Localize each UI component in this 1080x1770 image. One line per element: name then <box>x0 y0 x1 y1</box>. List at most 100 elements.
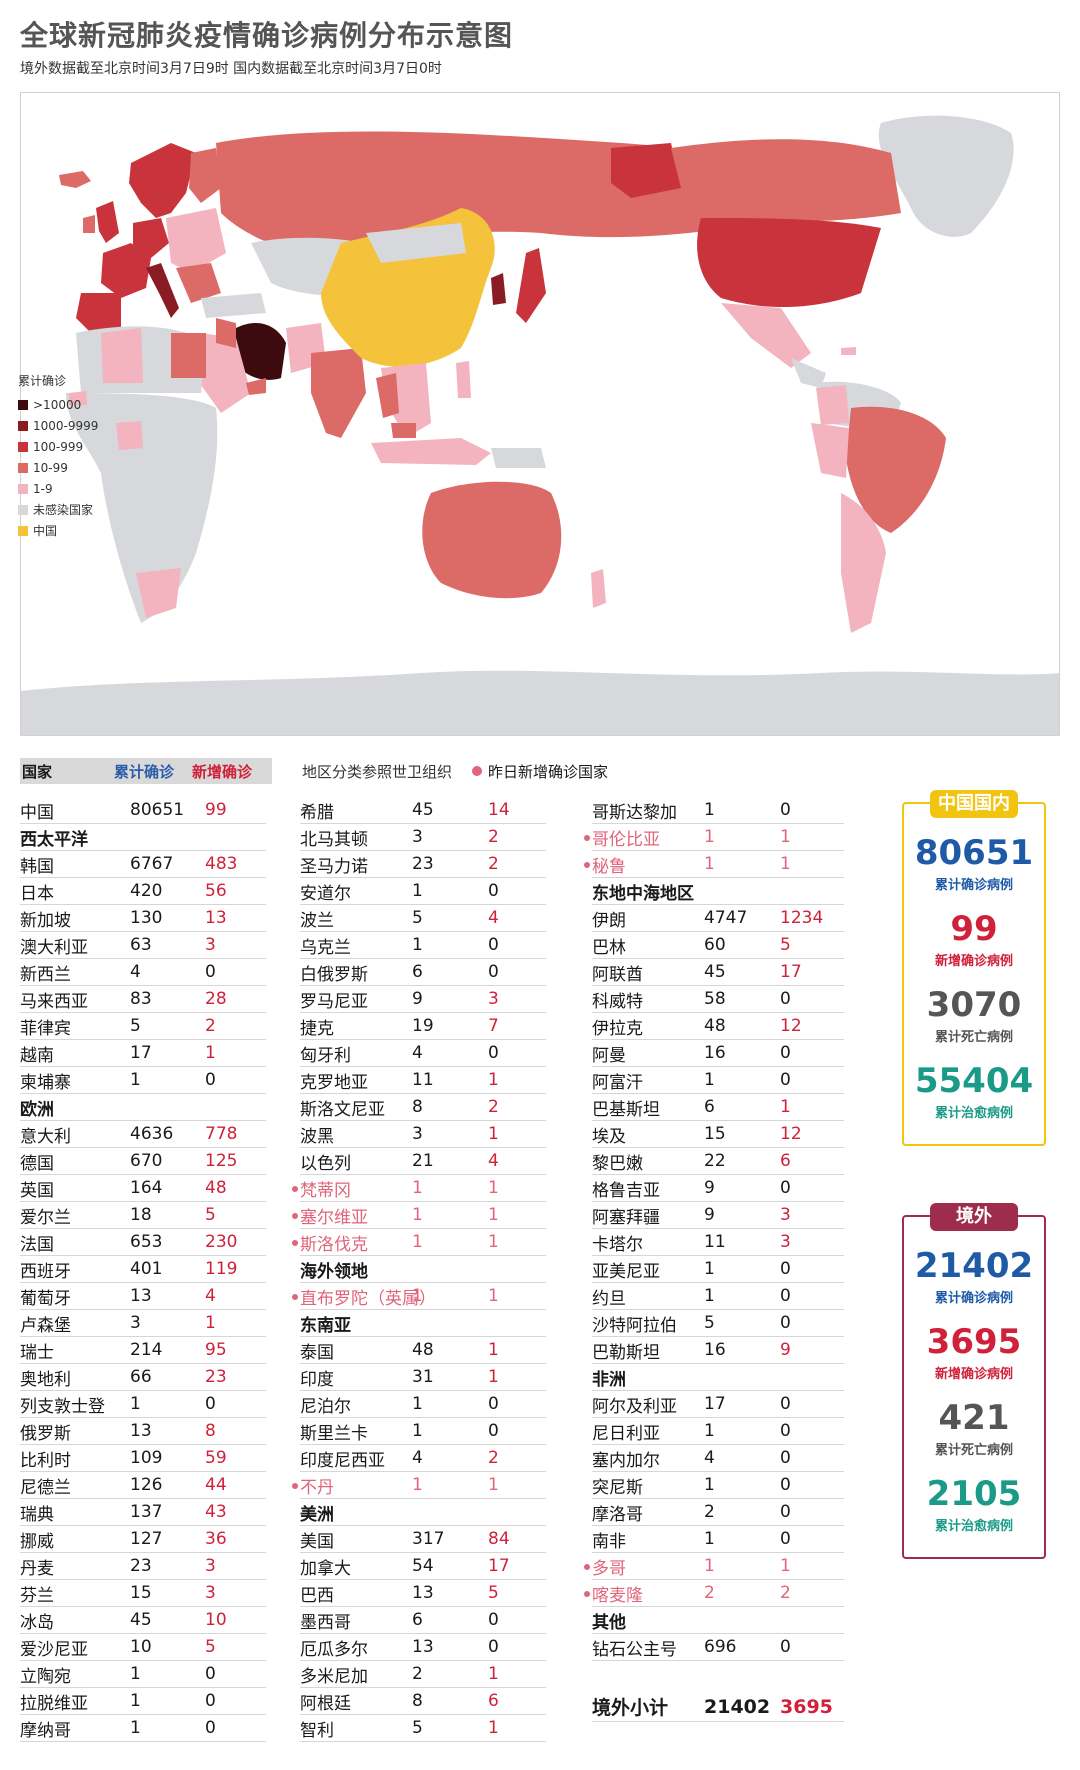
senegal <box>69 391 87 405</box>
world-map <box>20 92 1060 736</box>
country-total: 48 <box>704 1016 726 1036</box>
country-name: 尼德兰 <box>20 1477 71 1498</box>
legend-label: 10-99 <box>33 460 68 475</box>
country-name: 以色列 <box>300 1153 351 1174</box>
overseas-stats-box: 境外 21402 累计确诊病例 3695 新增确诊病例 421 累计死亡病例 2… <box>902 1203 1046 1559</box>
country-new: 5 <box>780 935 791 955</box>
country-name: 美国 <box>300 1531 334 1552</box>
country-name: 比利时 <box>20 1450 71 1471</box>
new-country-note: 昨日新增确诊国家 <box>488 762 609 781</box>
country-total: 23 <box>412 854 434 874</box>
philippines <box>456 361 471 398</box>
country-new: 17 <box>780 962 802 982</box>
table-row: 波黑 3 1 <box>300 1121 546 1148</box>
table-row: 瑞典 137 43 <box>20 1499 266 1526</box>
country-total: 63 <box>130 935 152 955</box>
table-row: 墨西哥 6 0 <box>300 1607 546 1634</box>
country-new: 1 <box>488 1232 499 1252</box>
country-name: 伊拉克 <box>592 1018 643 1039</box>
table-row: 哥斯达黎加 1 0 <box>592 797 844 824</box>
table-row: 智利 5 1 <box>300 1715 546 1742</box>
country-total: 1 <box>412 881 423 901</box>
brazil <box>846 406 946 533</box>
subtotal-new: 3695 <box>780 1695 833 1718</box>
table-row: 加拿大 54 17 <box>300 1553 546 1580</box>
header-new: 新增确诊 <box>192 762 253 781</box>
country-total: 401 <box>130 1259 163 1279</box>
country-total: 18 <box>130 1205 152 1225</box>
country-new: 483 <box>205 854 238 874</box>
new-country-dot-icon <box>292 1483 298 1489</box>
country-name: 阿尔及利亚 <box>592 1396 677 1417</box>
overseas-deaths-value: 421 <box>938 1398 1010 1438</box>
turkey <box>201 293 266 318</box>
country-total: 15 <box>130 1583 152 1603</box>
country-name: 韩国 <box>20 856 54 877</box>
country-new: 59 <box>205 1448 227 1468</box>
table-row: 科威特 58 0 <box>592 986 844 1013</box>
table-row: 新西兰 4 0 <box>20 959 266 986</box>
country-new: 10 <box>205 1610 227 1630</box>
country-new: 84 <box>488 1529 510 1549</box>
country-name: 泰国 <box>300 1342 334 1363</box>
country-total: 5 <box>130 1016 141 1036</box>
country-new: 0 <box>780 1286 791 1306</box>
country-total: 8 <box>412 1097 423 1117</box>
table-row: 美国 317 84 <box>300 1526 546 1553</box>
country-total: 10 <box>130 1637 152 1657</box>
country-new: 1 <box>488 1718 499 1738</box>
legend-swatch <box>18 462 28 473</box>
overseas-confirmed: 21402 累计确诊病例 <box>904 1247 1044 1306</box>
country-total: 1 <box>704 1529 715 1549</box>
table-row: 阿曼 16 0 <box>592 1040 844 1067</box>
table-row: 斯洛文尼亚 8 2 <box>300 1094 546 1121</box>
country-total: 1 <box>130 1691 141 1711</box>
country-new: 23 <box>205 1367 227 1387</box>
country-name: 阿根廷 <box>300 1693 351 1714</box>
country-name: 北马其顿 <box>300 829 368 850</box>
region-section-heading: 非洲 <box>592 1364 844 1391</box>
china-recovered-label: 累计治愈病例 <box>934 1106 1013 1121</box>
overseas-confirmed-value: 21402 <box>914 1246 1034 1286</box>
table-row: 印度尼西亚 4 2 <box>300 1445 546 1472</box>
legend-title: 累计确诊 <box>18 374 67 388</box>
country-new: 2 <box>488 854 499 874</box>
country-new: 0 <box>488 1043 499 1063</box>
colombia <box>816 385 849 425</box>
country-name: 钻石公主号 <box>592 1639 677 1660</box>
country-name: 墨西哥 <box>300 1612 351 1633</box>
country-name: 南非 <box>592 1531 626 1552</box>
country-total: 1 <box>412 935 423 955</box>
country-name: 塞尔维亚 <box>300 1207 368 1228</box>
country-total: 2 <box>412 1664 423 1684</box>
country-total: 13 <box>412 1583 434 1603</box>
thailand <box>376 373 399 418</box>
table-row: 直布罗陀（英属） 1 1 <box>292 1283 546 1310</box>
country-name: 意大利 <box>20 1126 71 1147</box>
overseas-confirmed-label: 累计确诊病例 <box>934 1291 1013 1306</box>
legend-swatch <box>18 525 28 536</box>
region-section-heading: 其他 <box>592 1607 844 1634</box>
png <box>491 448 546 468</box>
china-new: 99 新增确诊病例 <box>904 910 1044 969</box>
table-column-2: 希腊 45 14 北马其顿 3 2 圣马力诺 23 2 安道尔 1 0 波兰 5 4 乌克兰 1 0 白俄罗斯 6 0 罗… <box>292 797 546 1742</box>
country-new: 1 <box>488 1070 499 1090</box>
country-name: 英国 <box>20 1180 54 1201</box>
table-row: 西班牙 401 119 <box>20 1256 266 1283</box>
sub-saharan-africa <box>66 393 218 623</box>
table-row: 卡塔尔 11 3 <box>592 1229 844 1256</box>
table-row: 阿根廷 8 6 <box>300 1688 546 1715</box>
country-total: 420 <box>130 881 163 901</box>
iraq <box>216 318 236 348</box>
table-row: 列支敦士登 1 0 <box>20 1391 266 1418</box>
legend-swatch <box>18 420 28 431</box>
header-total: 累计确诊 <box>114 762 175 781</box>
legend-swatch <box>18 483 28 494</box>
central-europe <box>166 208 226 273</box>
header-country: 国家 <box>22 762 53 781</box>
table-header-box: 国家 累计确诊 新增确诊 <box>20 758 272 784</box>
page-title: 全球新冠肺炎疫情确诊病例分布示意图 <box>20 19 514 52</box>
table-row: 葡萄牙 13 4 <box>20 1283 266 1310</box>
egypt <box>171 333 206 378</box>
south-africa <box>136 568 181 618</box>
